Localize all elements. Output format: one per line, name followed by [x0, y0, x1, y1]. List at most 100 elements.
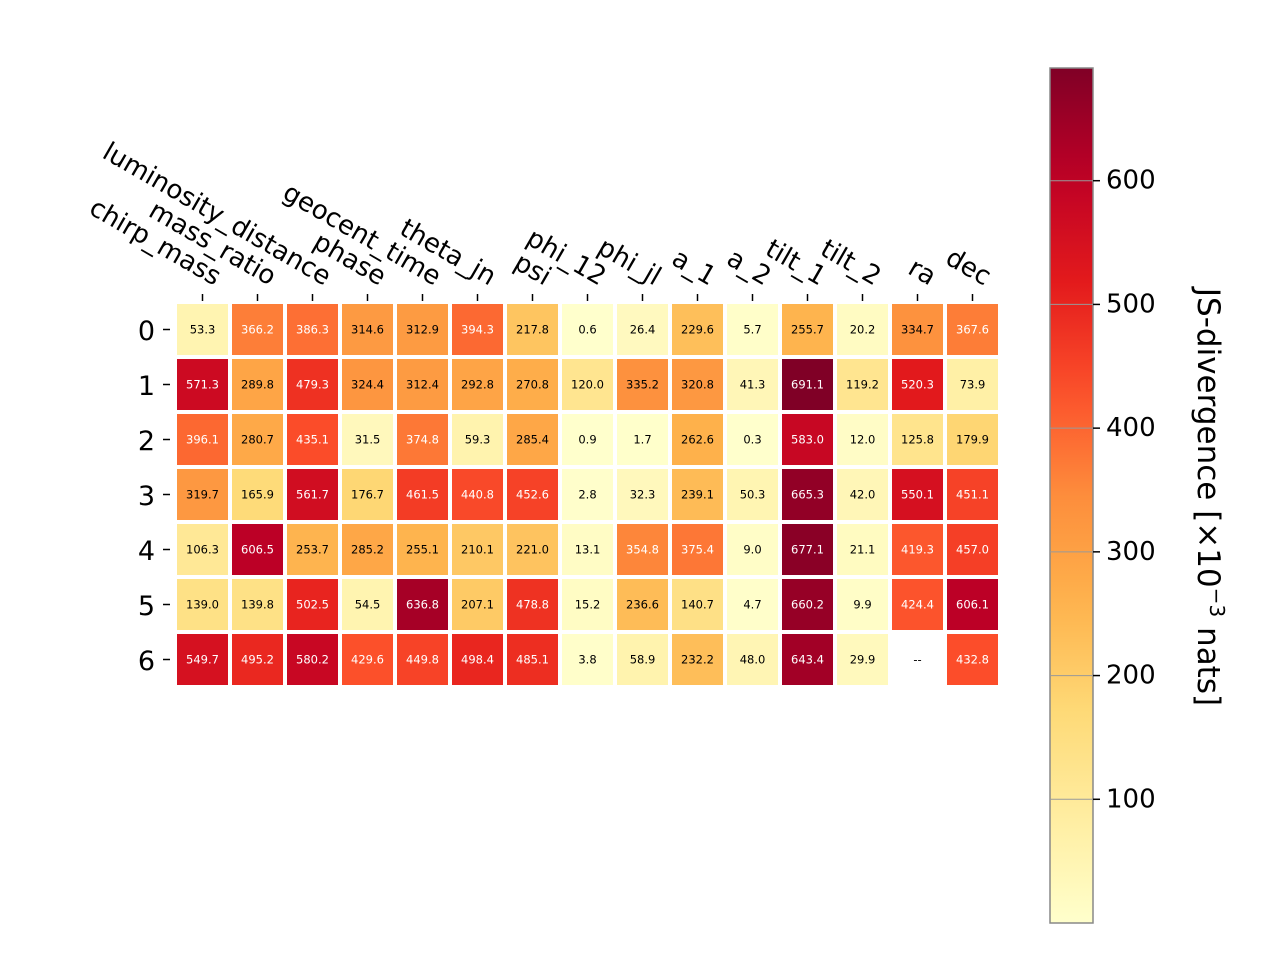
cell-value: 440.8 — [461, 488, 494, 502]
cell-value: 324.4 — [351, 378, 384, 392]
cell-rect — [287, 579, 338, 630]
column-label: a_1 — [667, 243, 721, 292]
cell-rect — [617, 359, 668, 410]
row-label: 5 — [138, 591, 155, 622]
cell-rect — [507, 634, 558, 685]
cell-rect — [672, 304, 723, 355]
cell-value: 53.3 — [190, 323, 216, 337]
cell-value: 232.2 — [681, 653, 714, 667]
cell-rect — [342, 414, 393, 465]
heatmap-cell: 20.2 — [837, 304, 888, 355]
cell-value: 478.8 — [516, 598, 549, 612]
cell-rect — [232, 414, 283, 465]
cell-rect — [232, 469, 283, 520]
cell-value: 292.8 — [461, 378, 494, 392]
heatmap-cell: 375.4 — [672, 524, 723, 575]
cell-rect — [727, 469, 778, 520]
heatmap-cell: 13.1 — [562, 524, 613, 575]
column-label: tilt_2 — [815, 234, 886, 292]
cell-value: 354.8 — [626, 543, 659, 557]
cell-rect — [507, 359, 558, 410]
cell-missing: -- — [913, 653, 921, 667]
heatmap-cell: -- — [913, 653, 921, 667]
heatmap-cell: 424.4 — [892, 579, 943, 630]
cell-rect — [947, 359, 998, 410]
cell-value: 229.6 — [681, 323, 714, 337]
cell-rect — [947, 634, 998, 685]
cell-value: 571.3 — [186, 378, 219, 392]
heatmap-cell: 580.2 — [287, 634, 338, 685]
column-labels: chirp_massmass_ratioluminosity_distancep… — [84, 137, 996, 301]
cell-value: 255.1 — [406, 543, 439, 557]
heatmap-cell: 324.4 — [342, 359, 393, 410]
heatmap-cell: 334.7 — [892, 304, 943, 355]
heatmap-cell: 319.7 — [177, 469, 228, 520]
column-label: ra — [903, 253, 941, 292]
cell-value: 59.3 — [465, 433, 491, 447]
cell-value: 140.7 — [681, 598, 714, 612]
cell-rect — [342, 579, 393, 630]
cell-rect — [617, 524, 668, 575]
heatmap-cell: 210.1 — [452, 524, 503, 575]
cell-value: 15.2 — [575, 598, 601, 612]
row-labels: 0 1 2 3 4 5 6 — [138, 316, 170, 677]
cell-rect — [727, 634, 778, 685]
cell-rect — [452, 469, 503, 520]
cell-value: 320.8 — [681, 378, 714, 392]
cell-value: 561.7 — [296, 488, 329, 502]
cell-value: 139.8 — [241, 598, 274, 612]
row-label: 4 — [138, 536, 155, 567]
heatmap-cell: 285.2 — [342, 524, 393, 575]
cell-rect — [837, 359, 888, 410]
cell-value: 312.9 — [406, 323, 439, 337]
heatmap-cell: 217.8 — [507, 304, 558, 355]
colorbar-tick-label: 600 — [1106, 166, 1156, 196]
heatmap-cell: 435.1 — [287, 414, 338, 465]
cell-rect — [727, 524, 778, 575]
cell-value: 58.9 — [630, 653, 656, 667]
cell-value: 29.9 — [850, 653, 876, 667]
cell-value: 374.8 — [406, 433, 439, 447]
column-label: dec — [940, 243, 996, 292]
heatmap-cell: 236.6 — [617, 579, 668, 630]
cell-value: 280.7 — [241, 433, 274, 447]
heatmap-cell: 21.1 — [837, 524, 888, 575]
cell-rect — [507, 524, 558, 575]
cell-value: 54.5 — [355, 598, 381, 612]
heatmap-cell: 280.7 — [232, 414, 283, 465]
heatmap-cell: 4.7 — [727, 579, 778, 630]
heatmap-cell: 606.1 — [947, 579, 998, 630]
cell-value: 50.3 — [740, 488, 766, 502]
cell-value: 452.6 — [516, 488, 549, 502]
heatmap-cell: 2.8 — [562, 469, 613, 520]
heatmap-cell: 9.9 — [837, 579, 888, 630]
heatmap-cell: 232.2 — [672, 634, 723, 685]
cell-rect — [342, 304, 393, 355]
heatmap-cell: 139.8 — [232, 579, 283, 630]
cell-value: 176.7 — [351, 488, 384, 502]
heatmap-cell: 366.2 — [232, 304, 283, 355]
cell-value: 502.5 — [296, 598, 329, 612]
cell-rect — [727, 359, 778, 410]
heatmap-cell: 42.0 — [837, 469, 888, 520]
heatmap-cell: 289.8 — [232, 359, 283, 410]
cell-value: 179.9 — [956, 433, 989, 447]
cell-rect — [562, 414, 613, 465]
cell-value: 550.1 — [901, 488, 934, 502]
cell-rect — [672, 579, 723, 630]
heatmap-cell: 429.6 — [342, 634, 393, 685]
cell-value: 319.7 — [186, 488, 219, 502]
cell-value: 41.3 — [740, 378, 766, 392]
cell-value: 253.7 — [296, 543, 329, 557]
heatmap-cell: 354.8 — [617, 524, 668, 575]
heatmap-cell: 386.3 — [287, 304, 338, 355]
cell-value: 636.8 — [406, 598, 439, 612]
cell-value: 375.4 — [681, 543, 714, 557]
heatmap-cell: 571.3 — [177, 359, 228, 410]
cell-value: 0.3 — [743, 433, 761, 447]
cell-rect — [507, 414, 558, 465]
heatmap-cell: 9.0 — [727, 524, 778, 575]
cell-rect — [782, 359, 833, 410]
cell-value: 424.4 — [901, 598, 934, 612]
